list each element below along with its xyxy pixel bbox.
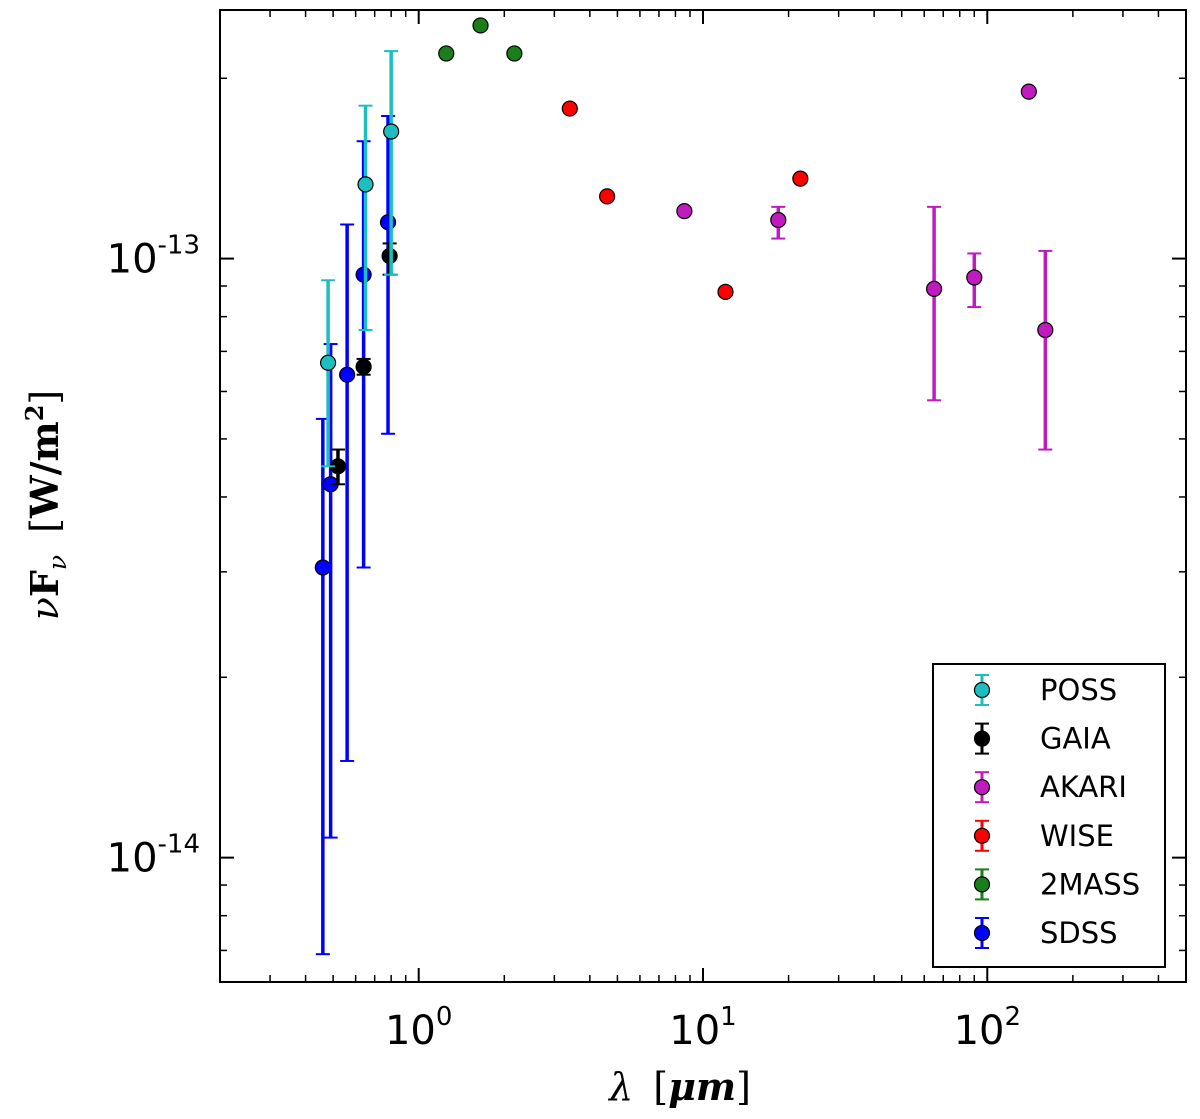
data-point: [561, 100, 578, 117]
data-point: [770, 211, 787, 229]
legend-marker: [973, 827, 991, 844]
legend-marker: [973, 681, 991, 699]
data-point: [599, 188, 616, 205]
data-point: [314, 559, 331, 576]
data-point: [319, 354, 337, 371]
legend-marker: [973, 876, 991, 893]
data-point: [355, 358, 372, 375]
series-sdss: [314, 114, 397, 956]
legend-item-akari: AKARI: [973, 770, 1127, 804]
data-point: [966, 269, 983, 286]
data-points: [314, 17, 1054, 956]
legend-item-poss: POSS: [973, 673, 1117, 707]
data-point: [1020, 83, 1037, 100]
data-point: [472, 17, 489, 34]
legend-label: GAIA: [1040, 722, 1111, 756]
legend-box: [932, 663, 1166, 968]
series-poss: [319, 50, 400, 468]
series-wise: [561, 100, 809, 300]
axis-ticks: [220, 10, 1186, 982]
data-point: [926, 280, 943, 298]
legend-item-gaia: GAIA: [973, 722, 1111, 756]
data-point: [357, 176, 374, 193]
legend-label: 2MASS: [1040, 867, 1140, 901]
legend-marker: [973, 924, 991, 942]
legend-item-wise: WISE: [973, 819, 1114, 853]
x-tick-label: 102: [954, 1002, 1021, 1054]
legend-item-2mass: 2MASS: [973, 867, 1140, 901]
data-point: [383, 123, 400, 140]
series-akari: [676, 83, 1054, 451]
series-gaia: [329, 242, 398, 486]
plot-frame: [219, 9, 1187, 983]
legend-label: POSS: [1040, 673, 1117, 707]
legend: POSS GAIA AKARI WISE 2MASS SDSS: [932, 663, 1166, 968]
x-tick-label: 100: [385, 1002, 452, 1054]
data-point: [676, 203, 693, 220]
tick-labels: 100 101 102 10-13 10-14: [107, 231, 1021, 1054]
y-tick-label: 10-14: [107, 830, 200, 882]
series-2mass: [438, 17, 523, 62]
y-axis-label: νFν [W/m2]: [20, 390, 75, 621]
legend-label: WISE: [1040, 819, 1114, 853]
x-tick-label: 101: [669, 1002, 736, 1054]
legend-marker: [973, 730, 991, 747]
data-point: [506, 45, 523, 62]
legend-item-sdss: SDSS: [973, 916, 1118, 950]
x-axis-label: λ [μm]: [607, 1064, 751, 1109]
legend-label: SDSS: [1040, 916, 1118, 950]
y-tick-label: 10-13: [107, 231, 200, 283]
legend-marker: [973, 779, 991, 796]
legend-label: AKARI: [1040, 770, 1127, 804]
data-point: [379, 214, 397, 231]
data-point: [438, 45, 455, 62]
data-point: [355, 266, 372, 283]
data-point: [339, 366, 356, 383]
data-point: [1037, 321, 1054, 339]
data-point: [792, 170, 809, 187]
data-point: [717, 283, 734, 300]
